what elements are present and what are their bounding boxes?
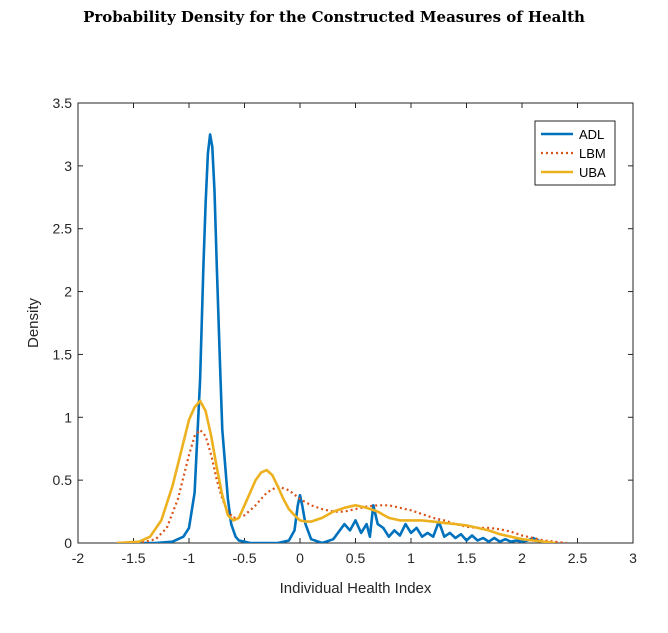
x-tick-label: 2.5 <box>568 550 588 566</box>
y-tick-label: 1.5 <box>53 346 73 362</box>
x-axis-title: Individual Health Index <box>280 580 432 597</box>
x-tick-label: 2 <box>518 550 526 566</box>
y-tick-label: 0 <box>64 535 72 551</box>
x-tick-label: 0 <box>296 550 304 566</box>
y-tick-label: 2.5 <box>53 221 73 237</box>
y-tick-label: 1 <box>64 409 72 425</box>
x-tick-label: -2 <box>72 550 85 566</box>
x-tick-label: -1.5 <box>121 550 145 566</box>
legend-label-adl: ADL <box>579 127 604 142</box>
series-line-lbm <box>116 428 567 543</box>
legend: ADL LBM UBA <box>534 120 616 186</box>
chart-title: Probability Density for the Constructed … <box>83 8 585 26</box>
x-tick-label: 1.5 <box>457 550 477 566</box>
x-tick-label: -0.5 <box>232 550 256 566</box>
legend-box <box>534 120 616 186</box>
y-tick-label: 3 <box>64 158 72 174</box>
series-line-adl <box>122 133 556 543</box>
x-tick-label: 0.5 <box>346 550 366 566</box>
x-tick-label: 1 <box>407 550 415 566</box>
y-tick-label: 0.5 <box>53 472 73 488</box>
legend-label-lbm: LBM <box>579 146 606 161</box>
y-axis-title: Density <box>25 297 42 348</box>
y-tick-label: 3.5 <box>53 95 73 111</box>
legend-label-uba: UBA <box>579 165 606 180</box>
y-tick-label: 2 <box>64 284 72 300</box>
x-tick-label: 3 <box>629 550 637 566</box>
series-line-uba <box>116 399 556 543</box>
x-tick-label: -1 <box>183 550 196 566</box>
